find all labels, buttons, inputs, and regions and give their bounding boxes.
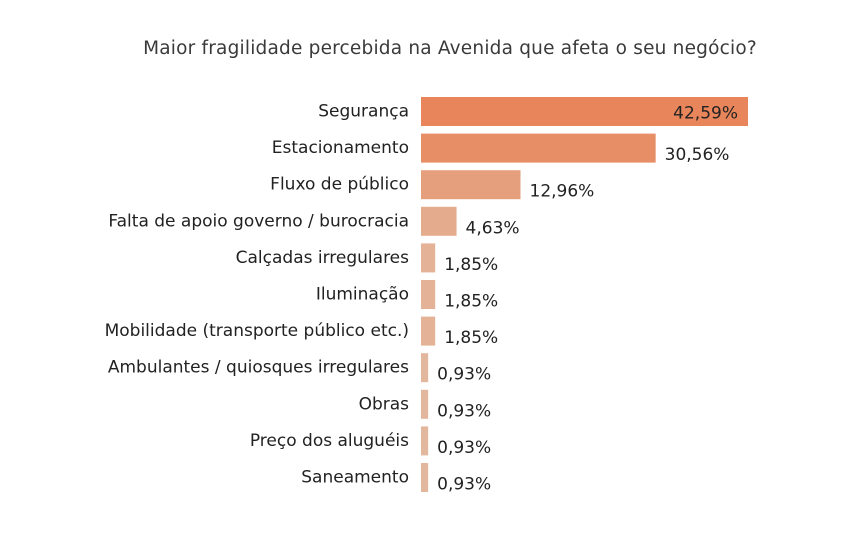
category-label: Mobilidade (transporte público etc.) [105, 321, 409, 341]
bar [421, 133, 656, 163]
chart-title: Maior fragilidade percebida na Avenida q… [143, 38, 757, 59]
data-label: 0,93% [437, 401, 491, 421]
data-label: 0,93% [437, 365, 491, 385]
bar [421, 206, 457, 236]
data-label: 1,85% [444, 328, 498, 348]
bar [421, 463, 429, 492]
bar [421, 426, 429, 456]
category-label: Iluminação [316, 285, 409, 305]
data-label: 4,63% [466, 218, 520, 238]
data-label: 0,93% [437, 475, 491, 495]
category-label: Segurança [318, 102, 409, 122]
bar [421, 243, 436, 273]
bar [421, 389, 429, 419]
data-label: 0,93% [437, 438, 491, 458]
category-label: Fluxo de público [270, 175, 409, 195]
category-label: Preço dos aluguéis [250, 431, 409, 451]
bar [421, 353, 429, 383]
data-label: 1,85% [444, 292, 498, 312]
category-label: Saneamento [301, 468, 409, 488]
bar [421, 316, 436, 346]
bar [421, 97, 748, 126]
category-label: Falta de apoio governo / burocracia [108, 211, 409, 231]
bar [421, 280, 436, 309]
category-label: Obras [359, 394, 410, 414]
data-label: 42,59% [673, 104, 738, 124]
data-label: 1,85% [444, 255, 498, 275]
bar [421, 170, 521, 200]
category-label: Calçadas irregulares [236, 248, 410, 268]
category-label: Estacionamento [272, 138, 409, 158]
data-label: 30,56% [665, 145, 730, 165]
category-label: Ambulantes / quiosques irregulares [108, 358, 409, 378]
data-label: 12,96% [530, 182, 595, 202]
